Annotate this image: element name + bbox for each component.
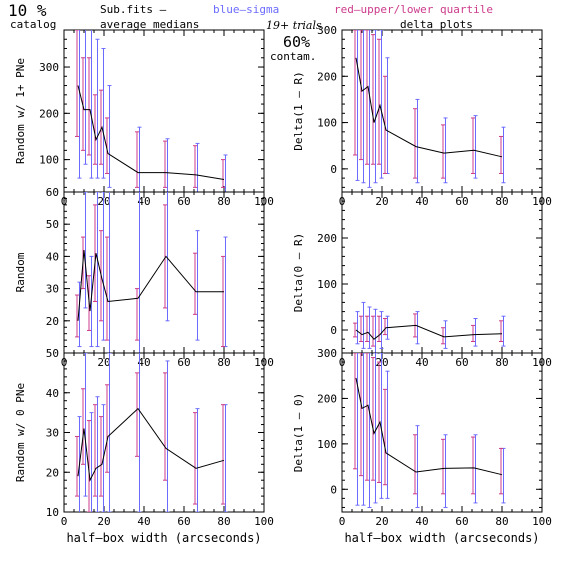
x-tick-label: 40 (137, 356, 150, 369)
x-tick-label: 60 (455, 515, 468, 528)
y-tick-label: 200 (317, 392, 337, 405)
y-tick-label: 100 (317, 278, 337, 291)
x-tick-label: 80 (217, 515, 230, 528)
error-bars (75, 353, 228, 512)
plot-frame (63, 29, 265, 193)
y-tick-label: 30 (46, 427, 59, 440)
average-medians-label: average medians (100, 18, 200, 31)
median-group (77, 407, 225, 482)
x-tick-label: 20 (97, 356, 110, 369)
contam-label: contam. (270, 50, 317, 63)
x-tick-label: 60 (177, 356, 190, 369)
catalog-label: catalog (10, 18, 57, 31)
panel-1: 020406080100100200300Random w/ 1+ PNe (14, 29, 274, 208)
y-tick-label: 200 (317, 232, 337, 245)
y-axis-label: Delta(1 – R) (292, 71, 305, 150)
plot-frame (63, 352, 265, 513)
error-bars (75, 192, 228, 353)
fraction-label: 10 % (8, 1, 47, 20)
y-axis-label: Random w/ 1+ PNe (14, 58, 27, 164)
y-tick-label: 20 (46, 315, 59, 328)
median-line (355, 57, 503, 158)
y-tick-label: 0 (330, 163, 337, 176)
x-tick-label: 60 (177, 515, 190, 528)
median-group (355, 57, 503, 158)
error-bars (353, 30, 506, 188)
contam-pct-label: 60% (283, 33, 311, 51)
delta-plots-label: delta plots (400, 18, 473, 31)
panel-6: 0 20 40 60 80 100 0 100 200 300 Delta(1 – 0) half–b… (292, 347, 552, 545)
subfits-label: Sub.fits – (100, 3, 167, 16)
y-axis-label: Random (14, 252, 27, 292)
y-tick-label: 50 (46, 218, 59, 231)
x-tick-label: 40 (415, 515, 428, 528)
median-group (77, 85, 225, 180)
plot-frame (341, 191, 543, 354)
plot-frame (341, 352, 543, 513)
x-tick-label: 0 (339, 515, 346, 528)
median-group (355, 324, 503, 340)
y-tick-label: 40 (46, 250, 59, 263)
error-bars (75, 30, 228, 192)
median-line (77, 407, 225, 482)
y-tick-label: 100 (317, 438, 337, 451)
x-tick-label: 40 (137, 195, 150, 208)
x-tick-label: 80 (217, 195, 230, 208)
x-tick-label: 40 (415, 195, 428, 208)
y-tick-label: 300 (317, 24, 337, 37)
x-tick-label: 60 (177, 195, 190, 208)
panel-5: 0 20 40 60 80 100 10 20 30 40 50 Random w/ 0 PNe hal… (14, 347, 274, 545)
x-tick-label: 0 (61, 515, 68, 528)
y-axis-label: Delta(0 – R) (292, 233, 305, 312)
x-tick-label: 20 (97, 515, 110, 528)
x-tick-label: 100 (532, 515, 552, 528)
median-line (355, 377, 503, 476)
x-tick-label: 20 (375, 195, 388, 208)
y-tick-label: 40 (46, 387, 59, 400)
y-tick-label: 10 (46, 506, 59, 519)
x-tick-label: 60 (455, 195, 468, 208)
x-axis-label: half–box width (arcseconds) (66, 531, 261, 545)
y-tick-label: 200 (39, 107, 59, 120)
x-tick-label: 80 (217, 356, 230, 369)
y-tick-label: 100 (317, 117, 337, 130)
y-tick-label: 300 (39, 61, 59, 74)
y-tick-label: 0 (330, 324, 337, 337)
x-tick-label: 40 (137, 515, 150, 528)
y-axis-label: Delta(1 – 0) (292, 393, 305, 472)
y-tick-label: 0 (330, 483, 337, 496)
trials-label: 19+ trials (266, 19, 322, 32)
x-tick-label: 80 (495, 356, 508, 369)
x-tick-label: 100 (254, 515, 274, 528)
y-tick-label: 30 (46, 283, 59, 296)
x-tick-label: 60 (455, 356, 468, 369)
median-line (77, 85, 225, 180)
y-axis-label: Random w/ 0 PNe (14, 383, 27, 482)
y-tick-label: 200 (317, 70, 337, 83)
error-bars (353, 353, 506, 508)
y-tick-label: 60 (46, 186, 59, 199)
x-tick-label: 20 (375, 515, 388, 528)
panel-4: 0204060801000100200Delta(0 – R) (292, 191, 552, 369)
x-tick-label: 80 (495, 515, 508, 528)
x-tick-label: 80 (495, 195, 508, 208)
y-tick-label: 300 (317, 347, 337, 360)
y-tick-label: 50 (46, 347, 59, 360)
error-bars (353, 301, 506, 353)
y-tick-label: 20 (46, 466, 59, 479)
y-tick-label: 100 (39, 154, 59, 167)
red-quartile-label: red–upper/lower quartile (334, 3, 493, 16)
median-line (355, 324, 503, 340)
median-group (77, 249, 224, 321)
blue-sigma-label: blue–sigma (213, 3, 280, 16)
median-line (77, 249, 224, 321)
median-group (355, 377, 503, 476)
x-tick-label: 40 (415, 356, 428, 369)
x-axis-label: half–box width (arcseconds) (344, 531, 539, 545)
